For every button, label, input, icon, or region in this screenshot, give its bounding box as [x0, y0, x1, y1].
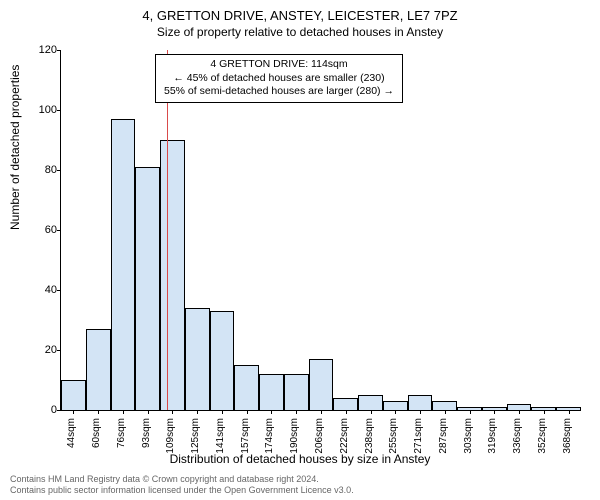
y-tick-mark	[57, 110, 61, 111]
y-tick-mark	[57, 350, 61, 351]
annotation-line: 55% of semi-detached houses are larger (…	[164, 85, 394, 99]
histogram-bar	[432, 401, 457, 410]
chart-area: 02040608010012044sqm60sqm76sqm93sqm109sq…	[60, 50, 580, 410]
x-tick-label: 60sqm	[91, 418, 102, 448]
x-tick-label: 206sqm	[314, 418, 325, 454]
histogram-bar	[210, 311, 235, 410]
y-tick-label: 60	[29, 224, 57, 236]
x-tick-label: 271sqm	[413, 418, 424, 454]
x-tick-label: 336sqm	[512, 418, 523, 454]
y-tick-label: 20	[29, 344, 57, 356]
x-tick-label: 287sqm	[438, 418, 449, 454]
x-tick-label: 255sqm	[388, 418, 399, 454]
x-tick-label: 44sqm	[66, 418, 77, 448]
x-tick-label: 76sqm	[116, 418, 127, 448]
x-tick-label: 109sqm	[165, 418, 176, 454]
x-tick-mark	[197, 410, 198, 414]
x-tick-mark	[172, 410, 173, 414]
x-axis-label: Distribution of detached houses by size …	[0, 452, 600, 466]
x-tick-label: 319sqm	[487, 418, 498, 454]
x-tick-label: 352sqm	[537, 418, 548, 454]
x-tick-mark	[494, 410, 495, 414]
x-tick-mark	[395, 410, 396, 414]
y-tick-mark	[57, 410, 61, 411]
x-tick-label: 368sqm	[562, 418, 573, 454]
x-tick-mark	[420, 410, 421, 414]
x-tick-mark	[321, 410, 322, 414]
x-tick-label: 93sqm	[141, 418, 152, 448]
histogram-bar	[135, 167, 160, 410]
y-tick-label: 40	[29, 284, 57, 296]
x-tick-label: 174sqm	[264, 418, 275, 454]
y-tick-label: 100	[29, 104, 57, 116]
x-tick-mark	[247, 410, 248, 414]
histogram-bar	[185, 308, 210, 410]
histogram-bar	[259, 374, 284, 410]
x-tick-mark	[371, 410, 372, 414]
histogram-bar	[234, 365, 259, 410]
histogram-bar	[383, 401, 408, 410]
x-tick-label: 303sqm	[463, 418, 474, 454]
x-tick-mark	[569, 410, 570, 414]
histogram-bar	[358, 395, 383, 410]
histogram-bar	[111, 119, 136, 410]
annotation-line: ← 45% of detached houses are smaller (23…	[164, 72, 394, 86]
x-tick-mark	[222, 410, 223, 414]
histogram-bar	[408, 395, 433, 410]
x-tick-mark	[73, 410, 74, 414]
x-tick-label: 125sqm	[190, 418, 201, 454]
reference-line	[167, 50, 168, 410]
x-tick-label: 190sqm	[289, 418, 300, 454]
x-tick-mark	[98, 410, 99, 414]
footer-line-2: Contains public sector information licen…	[10, 485, 354, 496]
histogram-bar	[61, 380, 86, 410]
y-tick-mark	[57, 50, 61, 51]
x-tick-label: 222sqm	[339, 418, 350, 454]
chart-subtitle: Size of property relative to detached ho…	[0, 23, 600, 39]
y-tick-label: 0	[29, 404, 57, 416]
plot-region: 02040608010012044sqm60sqm76sqm93sqm109sq…	[60, 50, 581, 411]
y-tick-label: 80	[29, 164, 57, 176]
x-tick-mark	[296, 410, 297, 414]
histogram-bar	[309, 359, 334, 410]
y-tick-mark	[57, 290, 61, 291]
x-tick-label: 238sqm	[364, 418, 375, 454]
x-tick-mark	[271, 410, 272, 414]
histogram-bar	[160, 140, 185, 410]
x-tick-mark	[148, 410, 149, 414]
x-tick-mark	[445, 410, 446, 414]
annotation-box: 4 GRETTON DRIVE: 114sqm← 45% of detached…	[155, 54, 403, 103]
histogram-bar	[86, 329, 111, 410]
x-tick-mark	[470, 410, 471, 414]
y-tick-mark	[57, 170, 61, 171]
footer-line-1: Contains HM Land Registry data © Crown c…	[10, 474, 354, 485]
x-tick-label: 141sqm	[215, 418, 226, 454]
x-tick-mark	[519, 410, 520, 414]
y-tick-mark	[57, 230, 61, 231]
footer-attribution: Contains HM Land Registry data © Crown c…	[10, 474, 354, 496]
x-tick-mark	[544, 410, 545, 414]
histogram-bar	[284, 374, 309, 410]
histogram-bar	[333, 398, 358, 410]
y-tick-label: 120	[29, 44, 57, 56]
y-axis-label: Number of detached properties	[8, 65, 22, 230]
chart-title: 4, GRETTON DRIVE, ANSTEY, LEICESTER, LE7…	[0, 0, 600, 23]
annotation-line: 4 GRETTON DRIVE: 114sqm	[164, 58, 394, 72]
x-tick-label: 157sqm	[240, 418, 251, 454]
x-tick-mark	[123, 410, 124, 414]
x-tick-mark	[346, 410, 347, 414]
